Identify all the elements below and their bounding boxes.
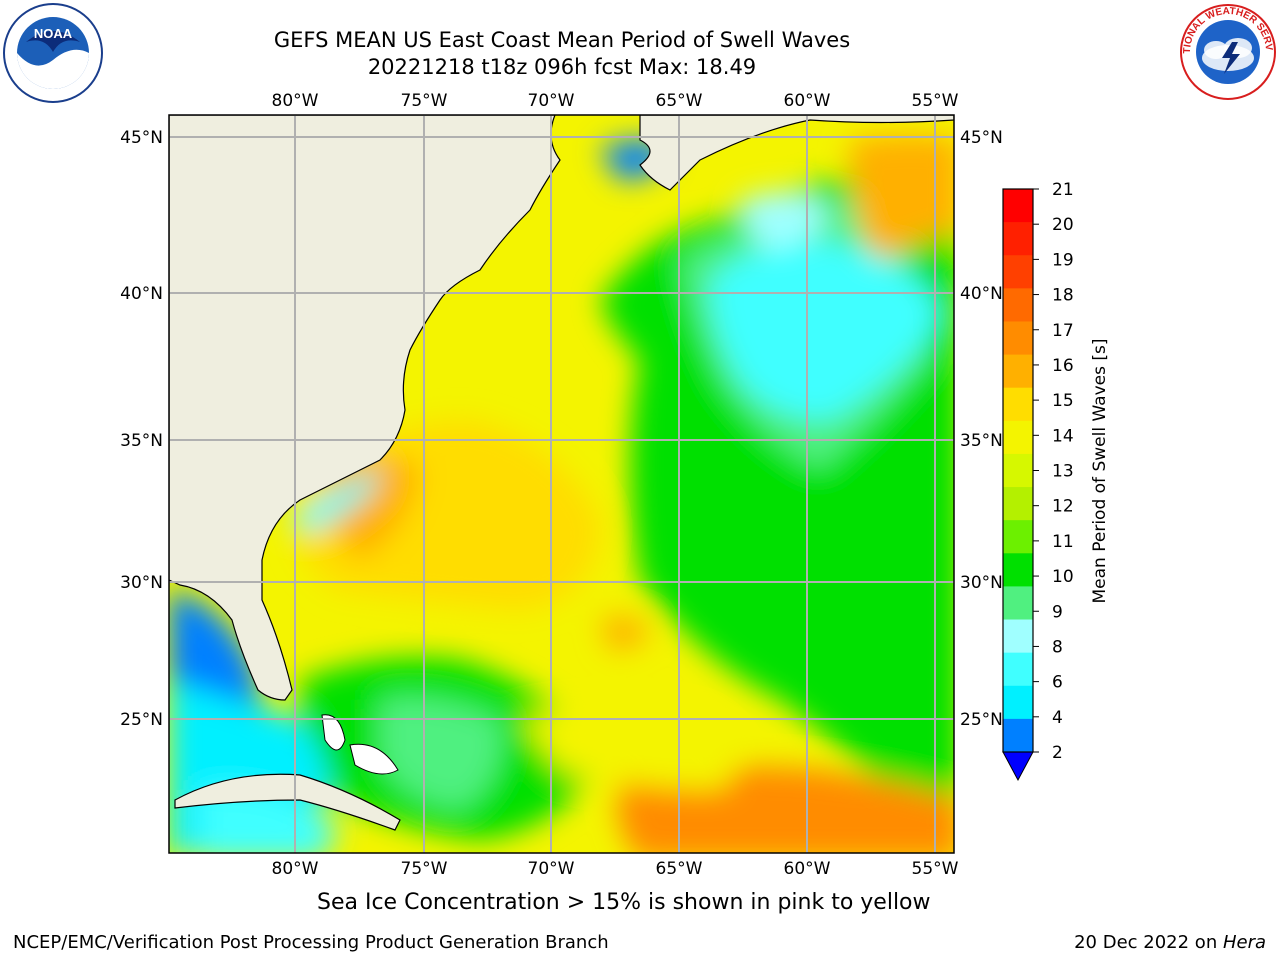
colorbar-segment [1003,453,1033,488]
colorbar-segment [1003,288,1033,322]
lon-label-bottom: 70°W [528,859,575,879]
lat-label-right: 25°N [960,710,1003,730]
lon-label-bottom: 65°W [656,859,703,879]
lon-label-top: 55°W [912,91,959,111]
map-subtitle: 20221218 t18z 096h fcst Max: 18.49 [367,55,757,79]
colorbar-tick-label: 18 [1052,286,1074,306]
footer-host: Hera [1222,932,1266,953]
colorbar-tick-label: 12 [1052,497,1074,517]
colorbar-segment [1003,420,1033,455]
colorbar-segment [1003,718,1033,753]
map-title: GEFS MEAN US East Coast Mean Period of S… [273,28,851,52]
colorbar-tick-label: 21 [1052,180,1074,200]
land-canada [639,115,954,191]
noaa-logo: NOAA [3,3,103,103]
colorbar-tick-label: 2 [1052,743,1063,763]
colorbar-tick-label: 17 [1052,321,1074,341]
lon-label-bottom: 80°W [272,859,319,879]
colorbar-segment [1003,520,1033,554]
colorbar-segment [1003,487,1033,521]
lon-label-top: 75°W [401,91,448,111]
lon-label-top: 65°W [656,91,703,111]
footer-date-text: 20 Dec 2022 on [1074,932,1223,953]
lat-label-right: 45°N [960,128,1003,148]
colorbar-segment [1003,586,1033,621]
colorbar: 21 20 19 18 17 16 15 14 13 12 11 10 9 8 6 4 2 Mean Perio… [1002,180,1110,782]
colorbar-segment [1003,222,1033,256]
lat-label-right: 35°N [960,431,1003,451]
lat-label-left: 45°N [120,128,163,148]
colorbar-tick-label: 19 [1052,250,1074,270]
colorbar-segment [1003,685,1033,720]
colorbar-segment [1003,189,1033,223]
footer-date: 20 Dec 2022 on Hera [1074,932,1266,953]
colorbar-segment [1003,321,1033,356]
colorbar-segment [1003,553,1033,587]
colorbar-tick-label: 8 [1052,637,1063,657]
colorbar-tick-label: 6 [1052,673,1063,693]
colorbar-segment [1003,255,1033,289]
noaa-logo-text: NOAA [34,26,73,41]
colorbar-tick-label: 20 [1052,215,1074,235]
colorbar-tick-label: 10 [1052,567,1074,587]
colorbar-tick-label: 13 [1052,462,1074,482]
land-bahamas [321,714,399,775]
land-us [169,115,561,701]
swell-period-field [169,115,954,853]
colorbar-tick-label: 15 [1052,391,1074,411]
lon-label-bottom: 75°W [401,859,448,879]
lon-label-top: 80°W [272,91,319,111]
colorbar-tick-label: 16 [1052,356,1074,376]
caption: Sea Ice Concentration > 15% is shown in … [317,890,931,915]
lat-label-left: 30°N [120,573,163,593]
colorbar-segment [1003,619,1033,654]
colorbar-tick-label: 9 [1052,602,1063,622]
lon-label-top: 70°W [528,91,575,111]
lat-label-right: 40°N [960,284,1003,304]
colorbar-segment [1003,354,1033,389]
colorbar-tick-label: 4 [1052,708,1063,728]
lat-label-left: 25°N [120,710,163,730]
lat-label-right: 30°N [960,573,1003,593]
nws-logo: NATIONAL WEATHER SERVICE [1178,2,1276,100]
colorbar-label: Mean Period of Swell Waves [s] [1090,339,1110,604]
colorbar-segment [1003,387,1033,422]
colorbar-under-triangle [1002,751,1034,782]
colorbar-tick-label: 11 [1052,532,1074,552]
colorbar-segment [1003,652,1033,687]
lon-label-bottom: 55°W [912,859,959,879]
footer-credit: NCEP/EMC/Verification Post Processing Pr… [13,932,609,953]
graticule [169,115,954,853]
colorbar-tick-label: 14 [1052,426,1074,446]
lat-label-left: 40°N [120,284,163,304]
lat-label-left: 35°N [120,431,163,451]
map-frame [168,114,955,854]
lon-label-top: 60°W [784,91,831,111]
land-cuba [174,773,401,831]
lon-label-bottom: 60°W [784,859,831,879]
